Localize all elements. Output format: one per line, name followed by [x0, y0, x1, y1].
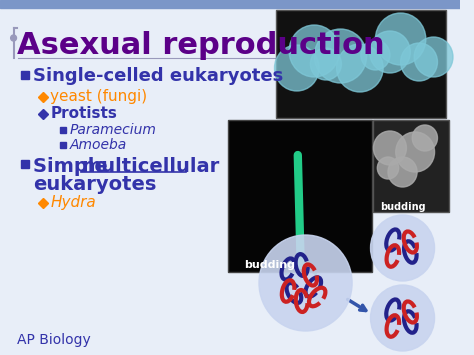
Text: Hydra: Hydra	[50, 196, 96, 211]
Bar	[276, 10, 446, 118]
Circle shape	[396, 132, 435, 172]
Circle shape	[414, 37, 453, 77]
Circle shape	[310, 48, 341, 80]
Circle shape	[259, 235, 352, 331]
Bar	[374, 120, 449, 212]
Text: Single-celled eukaryotes: Single-celled eukaryotes	[33, 67, 283, 85]
Circle shape	[289, 25, 339, 77]
Circle shape	[337, 44, 383, 92]
Circle shape	[377, 157, 399, 179]
Text: Protists: Protists	[50, 106, 117, 121]
Circle shape	[11, 35, 17, 41]
Bar	[60, 142, 66, 148]
Circle shape	[371, 285, 435, 351]
Circle shape	[375, 13, 426, 65]
Text: multicellular: multicellular	[82, 158, 220, 176]
Circle shape	[371, 215, 435, 281]
Text: budding: budding	[380, 202, 426, 212]
Text: Paramecium: Paramecium	[70, 123, 157, 137]
Text: Amoeba: Amoeba	[70, 138, 127, 152]
Text: budding: budding	[245, 260, 295, 270]
Circle shape	[401, 43, 438, 81]
Text: AP Biology: AP Biology	[18, 333, 91, 347]
Circle shape	[388, 157, 417, 187]
Circle shape	[374, 131, 406, 165]
Bar	[21, 160, 29, 168]
Text: Simple: Simple	[33, 158, 115, 176]
Text: Asexual reproduction: Asexual reproduction	[18, 31, 385, 60]
Circle shape	[361, 40, 390, 70]
Circle shape	[412, 125, 438, 151]
Circle shape	[314, 29, 367, 83]
Circle shape	[370, 31, 410, 73]
Text: eukaryotes: eukaryotes	[33, 175, 156, 193]
Bar	[21, 71, 29, 79]
Bar	[228, 120, 372, 272]
Circle shape	[274, 45, 319, 91]
Bar	[60, 127, 66, 133]
Text: yeast (fungi): yeast (fungi)	[50, 89, 147, 104]
Bar	[0, 0, 460, 8]
